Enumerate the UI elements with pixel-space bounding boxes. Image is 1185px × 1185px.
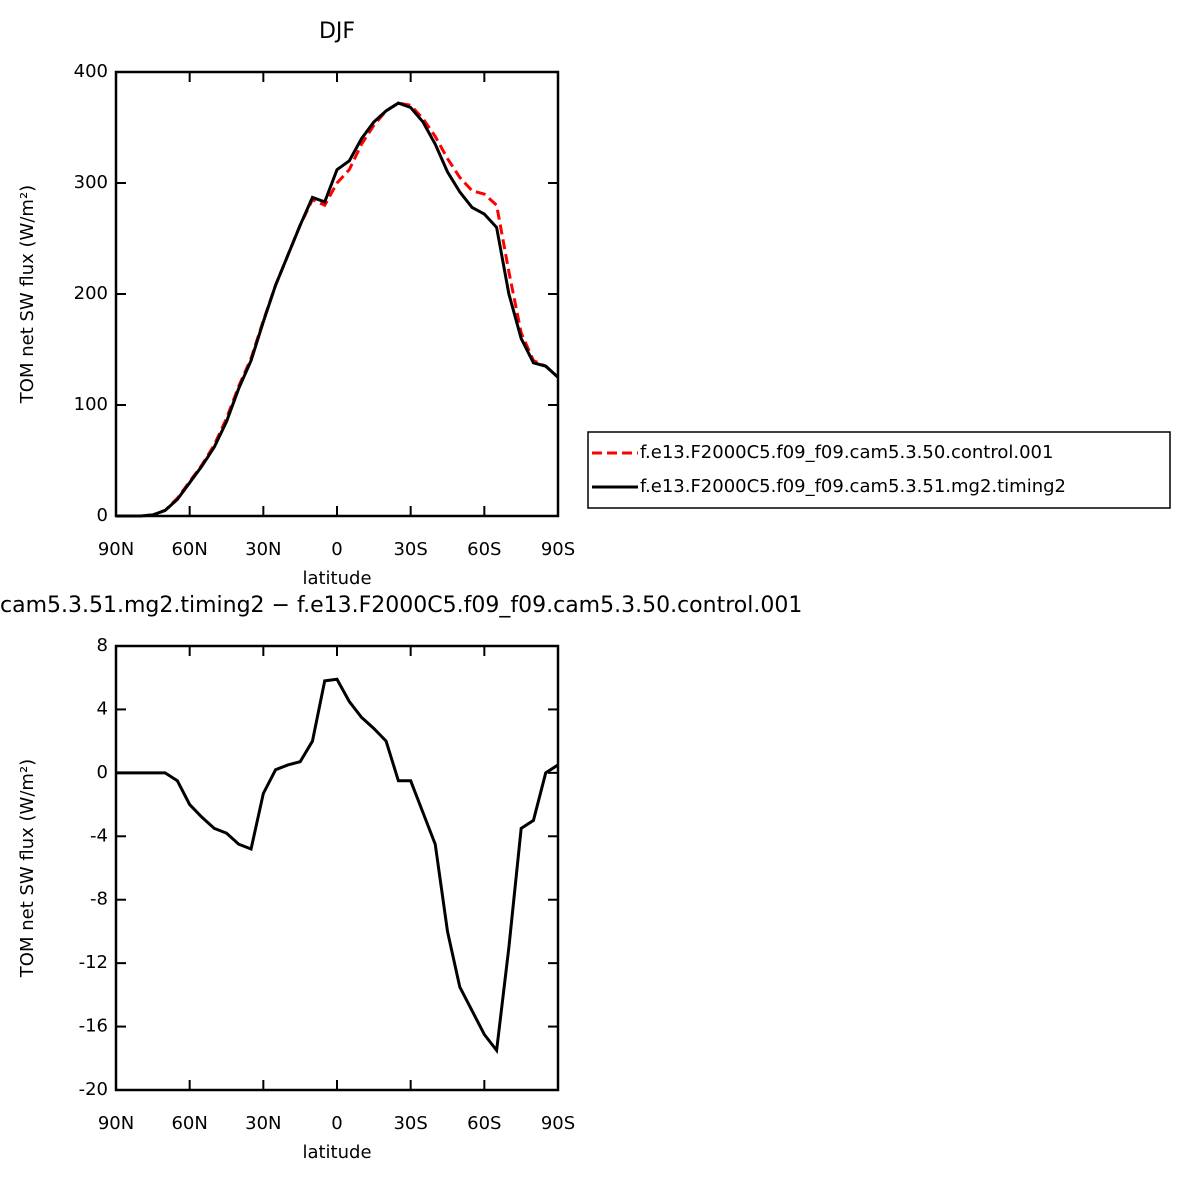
- y-axis-label: TOM net SW flux (W/m²): [17, 759, 38, 978]
- x-tick-label: 0: [331, 1113, 342, 1134]
- x-tick-label: 60S: [467, 539, 501, 560]
- x-tick-label: 60N: [171, 539, 207, 560]
- x-tick-label: 30S: [393, 1113, 427, 1134]
- chart-title: DJF: [319, 19, 355, 44]
- x-tick-label: 30N: [245, 1113, 281, 1134]
- y-tick-label: -8: [90, 889, 108, 910]
- x-tick-label: 90N: [98, 539, 134, 560]
- x-tick-label: 30N: [245, 539, 281, 560]
- plot-frame: [114, 70, 560, 518]
- x-axis-label: latitude: [302, 1142, 371, 1163]
- data-line: [116, 677, 559, 1055]
- x-tick-label: 60S: [467, 1113, 501, 1134]
- y-tick-label: -12: [79, 952, 108, 973]
- x-tick-label: 30S: [393, 539, 427, 560]
- y-tick-label: 100: [74, 394, 108, 415]
- legend-box: [587, 431, 1171, 509]
- y-tick-label: 400: [74, 61, 108, 82]
- y-axis-label: TOM net SW flux (W/m²): [17, 185, 38, 404]
- y-tick-label: 4: [97, 698, 108, 719]
- x-tick-label: 0: [331, 539, 342, 560]
- y-tick-label: 0: [97, 762, 108, 783]
- y-tick-label: -20: [79, 1079, 108, 1100]
- chart-title: cam5.3.51.mg2.timing2 − f.e13.F2000C5.f0…: [0, 593, 802, 618]
- legend-label: f.e13.F2000C5.f09_f09.cam5.3.50.control.…: [640, 442, 1053, 463]
- y-tick-label: -4: [90, 825, 108, 846]
- data-line: [116, 101, 560, 518]
- x-tick-label: 90S: [541, 539, 575, 560]
- x-tick-label: 90N: [98, 1113, 134, 1134]
- data-line: [116, 101, 560, 518]
- x-axis-label: latitude: [302, 568, 371, 589]
- y-tick-label: 0: [97, 505, 108, 526]
- y-tick-label: 300: [74, 172, 108, 193]
- y-tick-label: 8: [97, 635, 108, 656]
- x-tick-label: 60N: [171, 1113, 207, 1134]
- y-tick-label: -16: [79, 1016, 108, 1037]
- x-tick-label: 90S: [541, 1113, 575, 1134]
- y-tick-label: 200: [74, 283, 108, 304]
- legend-label: f.e13.F2000C5.f09_f09.cam5.3.51.mg2.timi…: [640, 476, 1066, 497]
- plot-frame: [114, 644, 560, 1092]
